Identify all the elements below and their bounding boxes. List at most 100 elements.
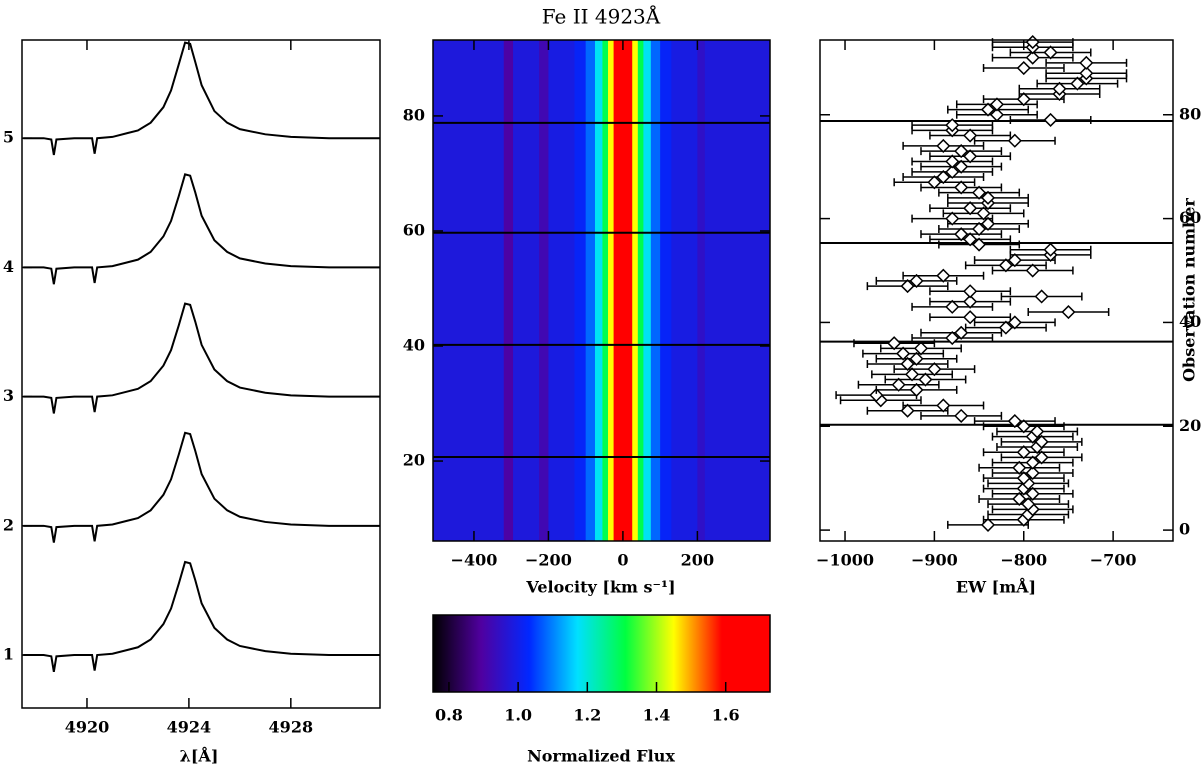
- data-point: [909, 273, 924, 288]
- data-point: [1070, 76, 1085, 91]
- heatmap-cell: [632, 40, 639, 541]
- data-point: [980, 190, 996, 205]
- data-point: [909, 382, 924, 397]
- x-tick-label: 0: [617, 551, 628, 570]
- y-tick-label: 80: [1179, 104, 1201, 123]
- heatmap-cell: [643, 40, 652, 541]
- x-tick-label: −400: [451, 551, 498, 570]
- data-point: [954, 227, 969, 242]
- plot-frame: [819, 39, 1174, 542]
- data-point: [954, 144, 969, 159]
- heatmap-cell: [671, 40, 698, 541]
- data-point: [1007, 315, 1022, 330]
- y-tick-label: 60: [403, 220, 425, 239]
- data-point: [1043, 112, 1058, 128]
- y-tick-label: 20: [403, 451, 425, 470]
- data-point: [954, 325, 969, 340]
- y-tick-label: 5: [3, 128, 14, 147]
- x-axis-label: Velocity [km s⁻¹]: [525, 578, 675, 597]
- y-tick-label: 0: [1179, 520, 1190, 539]
- data-point: [1025, 35, 1040, 50]
- data-point: [972, 221, 987, 237]
- colorbar-tick-label: 1.6: [712, 706, 740, 725]
- colorbar-tick-label: 1.2: [573, 706, 601, 725]
- x-tick-label: 4924: [167, 718, 212, 737]
- data-point: [1012, 491, 1027, 507]
- heatmap-cell: [503, 40, 514, 541]
- data-point: [954, 408, 969, 423]
- colorbar-tick-label: 1.0: [504, 706, 532, 725]
- heatmap-cell: [613, 40, 619, 541]
- spectrum-line: [23, 302, 380, 414]
- plot-frame: [21, 39, 381, 709]
- data-point: [1025, 486, 1040, 501]
- data-point: [1025, 465, 1040, 481]
- data-point: [936, 398, 951, 413]
- heatmap-cell: [602, 40, 609, 541]
- data-point: [1043, 242, 1058, 257]
- data-point: [1025, 455, 1040, 470]
- heatmap-cell: [585, 40, 596, 541]
- data-point: [963, 284, 978, 299]
- x-tick-label: −700: [1090, 551, 1137, 570]
- x-tick-label: 4920: [65, 718, 110, 737]
- data-point: [936, 268, 951, 283]
- heatmap-cell: [548, 40, 576, 541]
- data-point: [1016, 419, 1031, 434]
- data-point: [900, 356, 915, 372]
- data-point: [1034, 450, 1049, 465]
- colorbar-tick-label: 1.4: [643, 706, 671, 725]
- heatmap-cell: [650, 40, 661, 541]
- y-tick-label: 80: [403, 105, 425, 124]
- data-point: [1043, 45, 1058, 60]
- data-point: [945, 154, 960, 169]
- data-point: [913, 341, 929, 356]
- data-point: [1016, 471, 1031, 486]
- heatmap-cell: [618, 40, 628, 541]
- y-tick-label: 1: [3, 645, 14, 664]
- data-point: [904, 367, 920, 382]
- data-point: [927, 175, 942, 190]
- y-tick-label: 20: [1179, 416, 1201, 435]
- data-point: [963, 294, 978, 309]
- data-point: [1007, 414, 1022, 429]
- heatmap-cell: [574, 40, 587, 541]
- data-point: [980, 102, 996, 117]
- spectrum-line: [23, 41, 380, 156]
- x-tick-label: −800: [1000, 551, 1047, 570]
- x-tick-label: −1000: [816, 551, 874, 570]
- data-point: [963, 128, 978, 143]
- data-point: [1016, 92, 1031, 107]
- chart-title: Fe II 4923Å: [542, 4, 661, 29]
- colorbar: [432, 614, 771, 693]
- data-point: [936, 138, 951, 153]
- data-point: [972, 237, 987, 252]
- y-tick-label: 60: [1179, 208, 1201, 227]
- data-point: [1016, 445, 1031, 460]
- x-tick-label: 4928: [269, 718, 314, 737]
- data-point: [1016, 60, 1031, 76]
- data-point: [1079, 55, 1094, 70]
- y-tick-label: 3: [3, 386, 14, 405]
- data-point: [976, 206, 991, 221]
- data-point: [980, 216, 996, 231]
- spectrum-line: [23, 173, 380, 285]
- data-point: [1021, 497, 1036, 512]
- data-point: [954, 180, 969, 195]
- y-tick-label: 4: [3, 257, 14, 276]
- data-point: [945, 330, 960, 346]
- data-point: [989, 97, 1005, 112]
- data-point: [900, 279, 915, 294]
- data-point: [963, 232, 978, 247]
- data-point: [1034, 289, 1049, 304]
- data-point: [1025, 263, 1040, 278]
- data-point: [1007, 133, 1022, 148]
- data-point: [945, 164, 960, 179]
- heatmap-cell: [637, 40, 644, 541]
- data-point: [1079, 66, 1094, 81]
- heatmap-cell: [660, 40, 672, 541]
- data-point: [887, 336, 902, 351]
- data-point: [945, 299, 960, 314]
